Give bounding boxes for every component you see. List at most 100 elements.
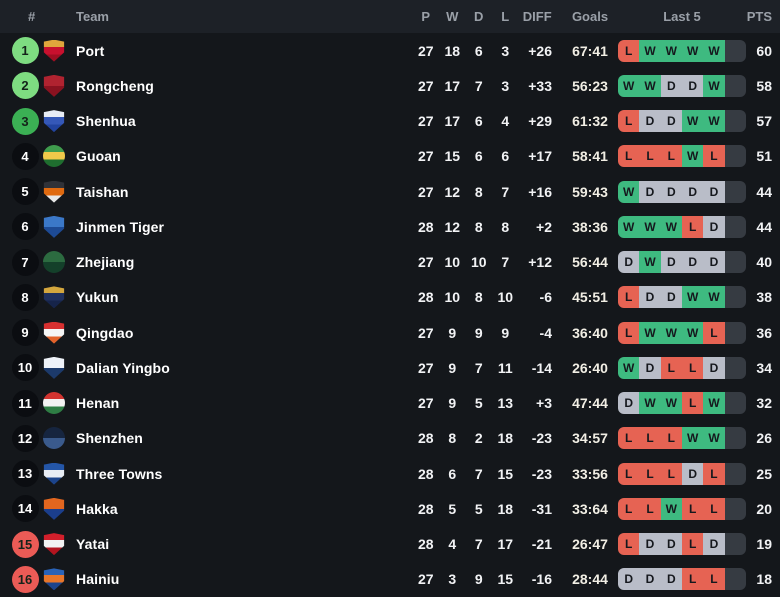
- form-result[interactable]: L: [660, 427, 682, 450]
- form-result[interactable]: W: [639, 321, 661, 344]
- form-result[interactable]: W: [639, 215, 661, 238]
- form-result[interactable]: W: [660, 215, 682, 238]
- form-result[interactable]: D: [639, 568, 661, 591]
- form-result[interactable]: L: [681, 568, 704, 591]
- team-name[interactable]: Jinmen Tiger: [76, 218, 165, 235]
- form-result[interactable]: D: [660, 180, 682, 203]
- form-result[interactable]: D: [660, 568, 682, 591]
- form-result[interactable]: D: [703, 251, 725, 274]
- form-result[interactable]: W: [618, 180, 640, 203]
- form-result[interactable]: L: [618, 145, 640, 168]
- form-result[interactable]: L: [618, 110, 640, 133]
- team-name[interactable]: Yatai: [76, 536, 110, 553]
- team-name[interactable]: Henan: [76, 395, 120, 412]
- form-result[interactable]: W: [639, 392, 661, 415]
- form-result[interactable]: W: [639, 74, 661, 97]
- form-result[interactable]: L: [618, 497, 640, 520]
- form-result[interactable]: L: [703, 462, 725, 485]
- form-result[interactable]: D: [681, 462, 704, 485]
- form-result[interactable]: W: [703, 110, 725, 133]
- team-name[interactable]: Shenhua: [76, 113, 136, 130]
- form-result[interactable]: L: [618, 427, 640, 450]
- form-result[interactable]: W: [660, 39, 682, 62]
- form-result[interactable]: W: [681, 145, 704, 168]
- team-name[interactable]: Taishan: [76, 183, 129, 200]
- form-result[interactable]: L: [639, 462, 661, 485]
- form-result[interactable]: D: [618, 251, 640, 274]
- form-result[interactable]: L: [639, 497, 661, 520]
- form-result[interactable]: D: [660, 74, 682, 97]
- form-result[interactable]: L: [660, 462, 682, 485]
- form-result[interactable]: D: [703, 215, 725, 238]
- form-result[interactable]: W: [618, 74, 640, 97]
- form-result[interactable]: W: [681, 39, 704, 62]
- team-name[interactable]: Rongcheng: [76, 77, 154, 94]
- team-name[interactable]: Guoan: [76, 148, 121, 165]
- form-result[interactable]: D: [703, 180, 725, 203]
- form-result[interactable]: L: [681, 392, 704, 415]
- form-result[interactable]: W: [618, 356, 640, 379]
- team-name[interactable]: Shenzhen: [76, 430, 143, 447]
- form-result[interactable]: D: [703, 533, 725, 556]
- form-result[interactable]: W: [703, 74, 725, 97]
- team-name[interactable]: Hainiu: [76, 571, 120, 588]
- form-result[interactable]: D: [681, 180, 704, 203]
- form-result[interactable]: L: [681, 215, 704, 238]
- form-result[interactable]: L: [681, 533, 704, 556]
- form-result[interactable]: W: [703, 286, 725, 309]
- form-result[interactable]: D: [618, 392, 640, 415]
- form-result[interactable]: D: [660, 251, 682, 274]
- form-result[interactable]: W: [703, 427, 725, 450]
- form-result[interactable]: D: [639, 180, 661, 203]
- form-result[interactable]: W: [703, 392, 725, 415]
- form-result[interactable]: D: [660, 110, 682, 133]
- form-result[interactable]: D: [660, 286, 682, 309]
- form-result[interactable]: W: [639, 251, 661, 274]
- form-result[interactable]: D: [681, 74, 704, 97]
- team-name[interactable]: Port: [76, 42, 105, 59]
- form-result[interactable]: D: [703, 356, 725, 379]
- team-name[interactable]: Three Towns: [76, 465, 163, 482]
- form-result[interactable]: L: [703, 497, 725, 520]
- form-result[interactable]: L: [681, 356, 704, 379]
- form-result[interactable]: L: [703, 568, 725, 591]
- team-name[interactable]: Dalian Yingbo: [76, 359, 170, 376]
- form-result[interactable]: L: [618, 39, 640, 62]
- form-result[interactable]: D: [618, 568, 640, 591]
- team-name[interactable]: Yukun: [76, 289, 119, 306]
- form-result[interactable]: W: [660, 392, 682, 415]
- form-result[interactable]: D: [639, 286, 661, 309]
- form-result[interactable]: L: [660, 145, 682, 168]
- form-result[interactable]: L: [681, 497, 704, 520]
- form-result[interactable]: D: [639, 110, 661, 133]
- form-result[interactable]: W: [681, 110, 704, 133]
- team-name[interactable]: Qingdao: [76, 324, 134, 341]
- form-result[interactable]: L: [639, 145, 661, 168]
- form-result[interactable]: D: [639, 356, 661, 379]
- form-result[interactable]: D: [639, 533, 661, 556]
- form-result[interactable]: L: [618, 321, 640, 344]
- form-result[interactable]: W: [618, 215, 640, 238]
- form-result[interactable]: W: [639, 39, 661, 62]
- form-result[interactable]: L: [618, 533, 640, 556]
- form-result[interactable]: W: [703, 39, 725, 62]
- form-result[interactable]: L: [660, 356, 682, 379]
- form-result[interactable]: D: [660, 533, 682, 556]
- team-name[interactable]: Zhejiang: [76, 254, 135, 271]
- team-name[interactable]: Hakka: [76, 500, 118, 517]
- form-result[interactable]: W: [681, 321, 704, 344]
